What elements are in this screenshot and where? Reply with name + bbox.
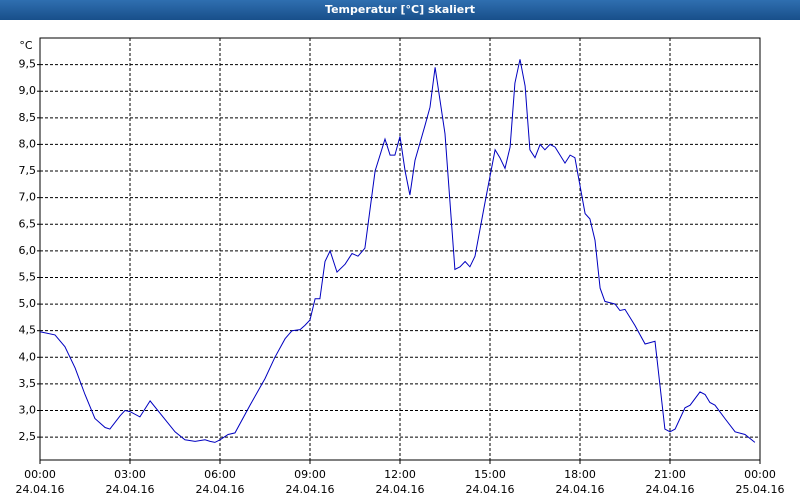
y-tick-label: 8,0 <box>19 137 37 150</box>
chart-title: Temperatur [°C] skaliert <box>325 3 475 16</box>
x-tick-label: 03:00 <box>114 468 146 481</box>
y-unit: °C <box>19 39 33 52</box>
y-tick-label: 4,5 <box>19 324 37 337</box>
y-tick-label: 7,5 <box>19 164 37 177</box>
x-tick-label: 12:00 <box>384 468 416 481</box>
x-tick-date: 24.04.16 <box>16 483 65 496</box>
y-tick-label: 3,0 <box>19 404 37 417</box>
y-tick-label: 9,5 <box>19 58 37 71</box>
x-tick-date: 24.04.16 <box>286 483 335 496</box>
y-tick-label: 5,5 <box>19 270 37 283</box>
y-tick-label: 6,5 <box>19 217 37 230</box>
temperature-line <box>39 59 756 443</box>
y-tick-label: 4,0 <box>19 350 37 363</box>
y-tick-label: 9,0 <box>19 84 37 97</box>
x-tick-label: 00:00 <box>24 468 56 481</box>
x-tick-date: 25.04.16 <box>736 483 785 496</box>
x-tick-label: 00:00 <box>744 468 776 481</box>
x-tick-date: 24.04.16 <box>376 483 425 496</box>
x-tick-date: 24.04.16 <box>646 483 695 496</box>
x-tick-date: 24.04.16 <box>556 483 605 496</box>
x-tick-label: 15:00 <box>474 468 506 481</box>
y-tick-label: 3,5 <box>19 377 37 390</box>
y-tick-label: 8,5 <box>19 111 37 124</box>
x-tick-label: 09:00 <box>294 468 326 481</box>
y-tick-label: 5,0 <box>19 297 37 310</box>
y-tick-label: 7,0 <box>19 191 37 204</box>
x-tick-label: 18:00 <box>564 468 596 481</box>
y-tick-label: 2,5 <box>19 430 37 443</box>
title-bar <box>0 0 800 20</box>
x-tick-label: 21:00 <box>654 468 686 481</box>
x-tick-date: 24.04.16 <box>106 483 155 496</box>
x-tick-label: 06:00 <box>204 468 236 481</box>
x-tick-date: 24.04.16 <box>466 483 515 496</box>
y-tick-label: 6,0 <box>19 244 37 257</box>
x-tick-date: 24.04.16 <box>196 483 245 496</box>
